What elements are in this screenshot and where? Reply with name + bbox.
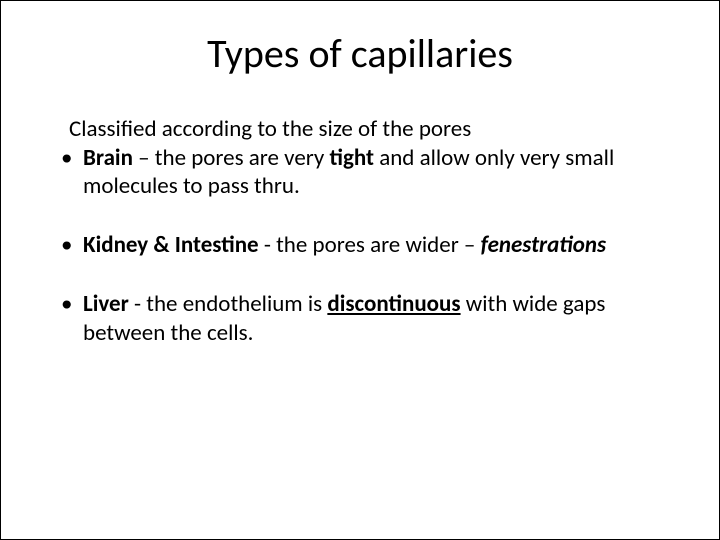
intro-text: Classified according to the size of the … <box>69 116 669 144</box>
bullet-list: Brain – the pores are very tight and all… <box>51 144 669 348</box>
bullet-text: the endothelium is <box>146 290 327 318</box>
bullet-emph: tight <box>330 144 374 172</box>
bullet-lead: Liver <box>83 290 129 318</box>
bullet-item: Brain – the pores are very tight and all… <box>51 144 669 202</box>
bullet-sep: – <box>133 144 155 172</box>
bullet-item: Kidney & Intestine - the pores are wider… <box>51 231 669 260</box>
bullet-emph: fenestrations <box>481 231 607 259</box>
bullet-lead: Brain <box>83 144 133 172</box>
bullet-sep: - <box>259 231 276 259</box>
bullet-text: the pores are wider – <box>276 231 481 259</box>
bullet-emph: discontinuous <box>327 290 460 318</box>
bullet-lead: Kidney & Intestine <box>83 231 259 259</box>
bullet-sep: - <box>129 290 146 318</box>
slide-title: Types of capillaries <box>51 29 669 78</box>
bullet-text: the pores are very <box>155 144 330 172</box>
bullet-item: Liver - the endothelium is discontinuous… <box>51 290 669 348</box>
slide-container: Types of capillaries Classified accordin… <box>1 1 719 539</box>
